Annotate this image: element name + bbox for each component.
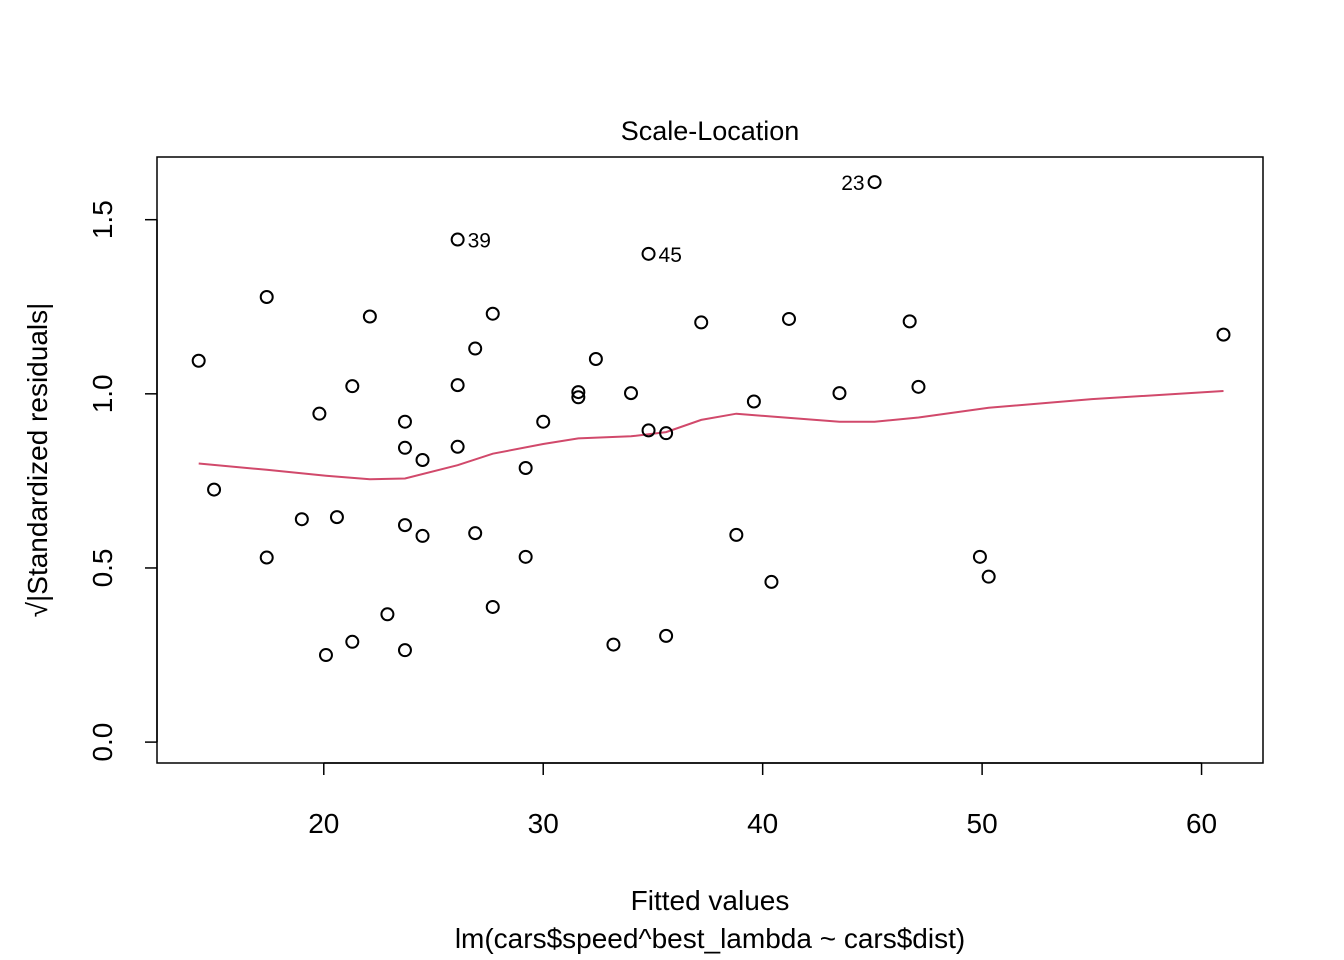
data-point bbox=[191, 353, 206, 368]
data-point bbox=[518, 461, 533, 476]
data-point bbox=[536, 414, 551, 429]
data-point bbox=[415, 453, 430, 467]
chart-title: Scale-Location bbox=[621, 116, 800, 146]
data-point bbox=[329, 510, 344, 525]
data-point bbox=[345, 634, 360, 649]
data-point bbox=[571, 385, 586, 400]
data-point bbox=[397, 414, 412, 429]
data-point bbox=[867, 175, 882, 190]
data-point bbox=[981, 569, 996, 584]
y-axis-label: √|Standardized residuals| bbox=[22, 303, 53, 618]
data-point bbox=[450, 439, 465, 454]
data-point bbox=[911, 379, 926, 394]
data-point bbox=[782, 311, 796, 326]
data-point bbox=[606, 637, 621, 652]
plot-frame bbox=[156, 156, 1264, 764]
data-point bbox=[902, 314, 917, 329]
data-point bbox=[641, 246, 656, 261]
data-point bbox=[624, 386, 638, 401]
data-point bbox=[207, 482, 222, 497]
y-tick-label: 1.5 bbox=[87, 200, 118, 239]
points-layer: 39 45 23 bbox=[191, 172, 1231, 663]
data-point bbox=[345, 379, 360, 394]
point-label: 45 bbox=[659, 244, 682, 267]
data-point bbox=[259, 550, 274, 565]
y-tick-label: 0.5 bbox=[87, 548, 118, 587]
data-point bbox=[397, 643, 412, 658]
data-point bbox=[729, 527, 744, 542]
data-point bbox=[588, 352, 603, 366]
x-axis: 20 30 40 50 60 bbox=[308, 762, 1217, 839]
data-point bbox=[571, 390, 586, 405]
y-axis-label-radical: √ bbox=[22, 601, 53, 617]
data-point bbox=[746, 394, 761, 409]
x-tick-label: 20 bbox=[308, 808, 339, 839]
data-point bbox=[468, 526, 483, 541]
data-point bbox=[659, 628, 674, 643]
data-point bbox=[518, 549, 533, 564]
data-point bbox=[397, 440, 412, 455]
data-point bbox=[1216, 327, 1231, 342]
data-point bbox=[468, 341, 483, 356]
data-point bbox=[832, 386, 847, 401]
y-tick-label: 1.0 bbox=[87, 374, 118, 413]
data-point bbox=[294, 512, 309, 527]
y-axis: 0.0 0.5 1.0 1.5 bbox=[87, 200, 158, 762]
data-point bbox=[380, 607, 395, 622]
data-point bbox=[641, 423, 656, 438]
data-point bbox=[318, 648, 333, 663]
data-point bbox=[259, 290, 274, 305]
model-formula-sublabel: lm(cars$speed^best_lambda ~ cars$dist) bbox=[455, 923, 965, 954]
data-point bbox=[485, 306, 500, 321]
point-label: 39 bbox=[468, 230, 491, 253]
y-axis-label-text: |Standardized residuals| bbox=[22, 303, 53, 602]
data-point bbox=[312, 406, 327, 421]
smooth-line-layer bbox=[198, 390, 1224, 481]
y-tick-label: 0.0 bbox=[87, 723, 118, 762]
data-point bbox=[694, 315, 709, 330]
loess-smooth-line bbox=[198, 390, 1224, 481]
point-label: 23 bbox=[841, 172, 864, 195]
data-point bbox=[972, 549, 987, 564]
x-tick-label: 40 bbox=[747, 808, 778, 839]
data-point bbox=[450, 232, 465, 247]
data-point bbox=[415, 528, 430, 543]
x-tick-label: 30 bbox=[528, 808, 559, 839]
data-point bbox=[659, 426, 674, 441]
data-point bbox=[362, 309, 377, 324]
x-axis-label: Fitted values bbox=[631, 885, 790, 916]
x-tick-label: 60 bbox=[1186, 808, 1217, 839]
x-tick-label: 50 bbox=[967, 808, 998, 839]
data-point bbox=[450, 378, 465, 393]
data-point bbox=[764, 574, 779, 589]
data-point bbox=[397, 518, 412, 533]
data-point bbox=[485, 599, 500, 614]
